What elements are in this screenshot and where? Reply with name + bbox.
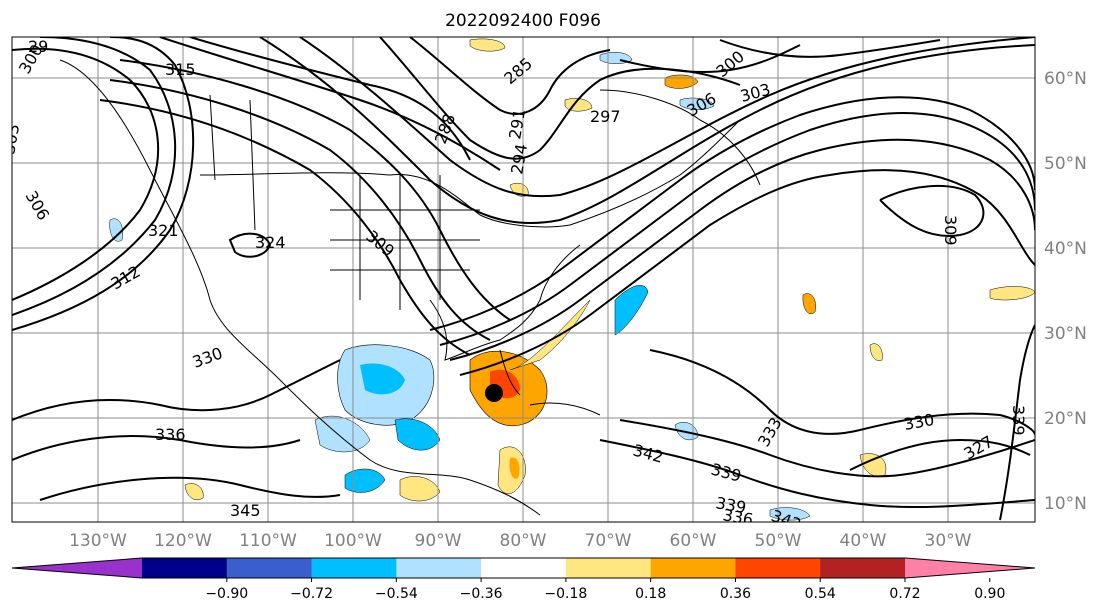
colorbar-extend-high xyxy=(905,558,1035,578)
figure-title: 2022092400 F096 xyxy=(445,11,601,31)
latitude-labels: 60°N 50°N 40°N 30°N 20°N 10°N xyxy=(1044,69,1087,514)
contour-label: 29 xyxy=(28,37,48,56)
lat-label: 20°N xyxy=(1044,409,1087,429)
contour-label: 321 xyxy=(148,221,179,240)
lat-label: 10°N xyxy=(1044,494,1087,514)
lon-label: 130°W xyxy=(69,531,127,551)
contour-label: 339 xyxy=(1009,405,1028,436)
colorbar-segment xyxy=(226,558,313,578)
colorbar-tick-label: 0.72 xyxy=(889,586,920,602)
lon-label: 50°W xyxy=(755,531,802,551)
lat-label: 40°N xyxy=(1044,239,1087,259)
colorbar-tick-label: 0.90 xyxy=(974,586,1005,602)
colorbar-tick-label: −0.18 xyxy=(544,586,587,602)
colorbar-segment xyxy=(311,558,397,578)
lon-label: 120°W xyxy=(154,531,212,551)
contour-label: 336 xyxy=(721,505,754,529)
storm-center-marker xyxy=(485,384,503,402)
graticule xyxy=(12,37,1035,522)
contour-label: 345 xyxy=(230,501,261,520)
contour-label: 336 xyxy=(155,425,186,444)
colorbar-segment xyxy=(396,558,482,578)
colorbar-segment xyxy=(565,558,652,578)
contour-label: 303 xyxy=(0,122,23,155)
lon-label: 40°W xyxy=(840,531,887,551)
lon-label: 80°W xyxy=(500,531,547,551)
lon-label: 70°W xyxy=(585,531,632,551)
lon-label: 100°W xyxy=(324,531,382,551)
longitude-labels: 130°W 120°W 110°W 100°W 90°W 80°W 70°W 6… xyxy=(69,531,972,551)
contour-label: 309 xyxy=(941,215,960,246)
lon-label: 90°W xyxy=(415,531,462,551)
contour-label: 297 xyxy=(590,107,621,126)
lon-label: 60°W xyxy=(670,531,717,551)
lon-label: 110°W xyxy=(239,531,297,551)
colorbar-extend-low xyxy=(12,558,142,578)
lat-label: 50°N xyxy=(1044,154,1087,174)
colorbar-tick-label: −0.72 xyxy=(290,586,333,602)
colorbar-tick-label: −0.90 xyxy=(205,586,248,602)
colorbar-segment xyxy=(142,558,228,578)
colorbar-outline xyxy=(11,557,1036,579)
colorbar: −0.90 −0.72 −0.54 −0.36 −0.18 0.18 0.36 0.54 0.7… xyxy=(11,557,1036,602)
map-frame xyxy=(11,36,1036,523)
colorbar-segment xyxy=(481,558,567,578)
colorbar-tick-label: 0.54 xyxy=(805,586,836,602)
theta-contours xyxy=(12,37,1035,521)
colorbar-tick-label: 0.18 xyxy=(635,586,666,602)
lat-label: 30°N xyxy=(1044,324,1087,344)
map-panel: 29 300 303 306 315 285 288 291 294 297 3… xyxy=(0,37,1035,529)
colorbar-segment xyxy=(735,558,821,578)
colorbar-tick-label: −0.36 xyxy=(460,586,503,602)
colorbar-tick-label: −0.54 xyxy=(375,586,418,602)
contour-label: 315 xyxy=(165,60,196,79)
contour-label: 324 xyxy=(255,233,286,252)
colorbar-segment xyxy=(820,558,906,578)
lon-label: 30°W xyxy=(925,531,972,551)
colorbar-tick-label: 0.36 xyxy=(720,586,751,602)
lat-label: 60°N xyxy=(1044,69,1087,89)
colorbar-segment xyxy=(650,558,736,578)
shaded-anomaly-field xyxy=(109,38,1035,521)
